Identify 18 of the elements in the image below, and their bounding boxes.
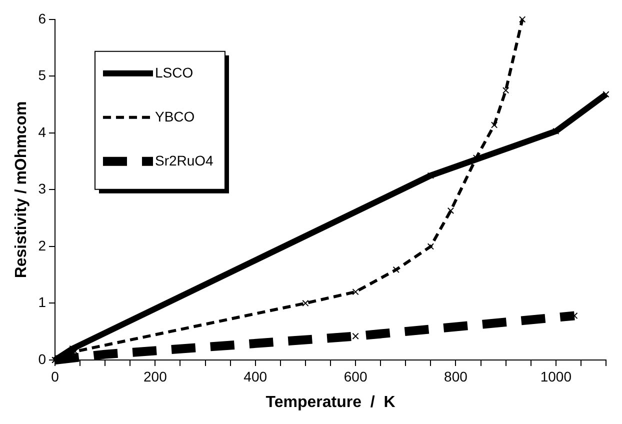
- y-tick-label: 6: [38, 10, 46, 26]
- x-tick-label: 0: [51, 368, 60, 384]
- y-tick-label: 2: [38, 237, 46, 254]
- x-tick-label: 800: [444, 368, 468, 384]
- y-tick-label: 3: [38, 180, 46, 197]
- y-tick-label: 4: [38, 124, 46, 140]
- x-axis-title: Temperature / K: [266, 394, 396, 411]
- x-tick-label: 400: [244, 368, 268, 384]
- y-tick-label: 5: [38, 67, 46, 84]
- y-tick-label: 0: [38, 350, 46, 367]
- legend-label: YBCO: [154, 108, 195, 124]
- legend-label: Sr2RuO4: [154, 152, 214, 168]
- x-tick-label: 600: [344, 368, 368, 384]
- y-axis-title: Resistivity / mOhmcom: [13, 101, 30, 278]
- y-tick-label: 1: [38, 294, 46, 310]
- x-tick-label: 1000: [540, 368, 572, 384]
- x-tick-label: 200: [143, 368, 168, 384]
- legend-label: LSCO: [154, 64, 194, 80]
